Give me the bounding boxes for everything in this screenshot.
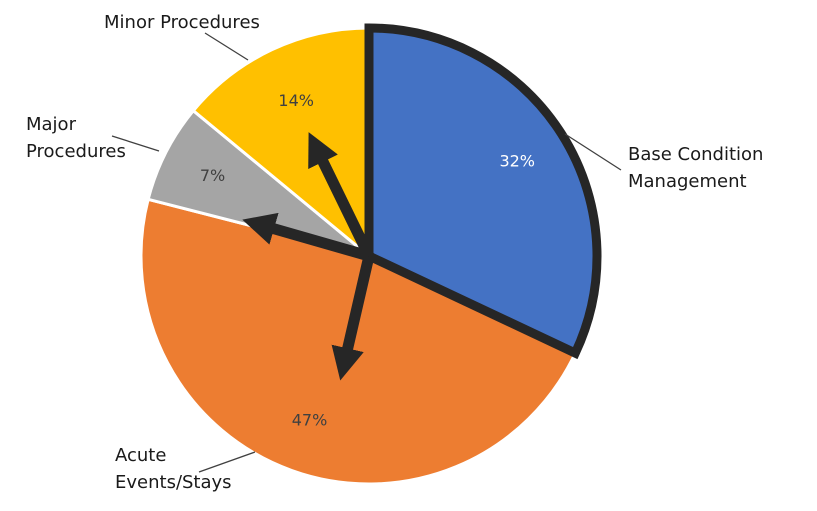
value-label-base-condition-management: 32% (499, 151, 535, 170)
arrow-to-acute-events-stays (331, 254, 375, 381)
category-label-major-procedures: Major Procedures (26, 114, 126, 162)
leader-line-base-condition-management (564, 133, 622, 171)
value-label-minor-procedures: 14% (278, 91, 314, 110)
pie-slice-minor-procedures (191, 26, 371, 260)
highlight-outline-base-condition-management (364, 23, 602, 360)
category-label-acute-events-stays: Acute Events/Stays (115, 445, 232, 493)
leader-line-acute-events-stays (198, 451, 256, 473)
leader-line-minor-procedures (204, 32, 249, 61)
labels-layer: 32% Base Condition Management 47% Acute Event… (26, 12, 763, 493)
leader-line-major-procedures (111, 135, 160, 152)
highlight-layer (364, 23, 602, 360)
value-label-major-procedures: 7% (200, 166, 225, 185)
arrow-to-major-procedures (242, 212, 371, 262)
category-label-base-condition-management: Base Condition Management (628, 144, 763, 192)
value-label-acute-events-stays: 47% (292, 411, 328, 430)
leader-lines (111, 32, 622, 473)
arrows-layer (242, 132, 375, 381)
category-label-minor-procedures: Minor Procedures (104, 12, 260, 33)
arrow-to-minor-procedures (308, 132, 374, 259)
pie-slice-acute-events-stays (139, 197, 578, 486)
